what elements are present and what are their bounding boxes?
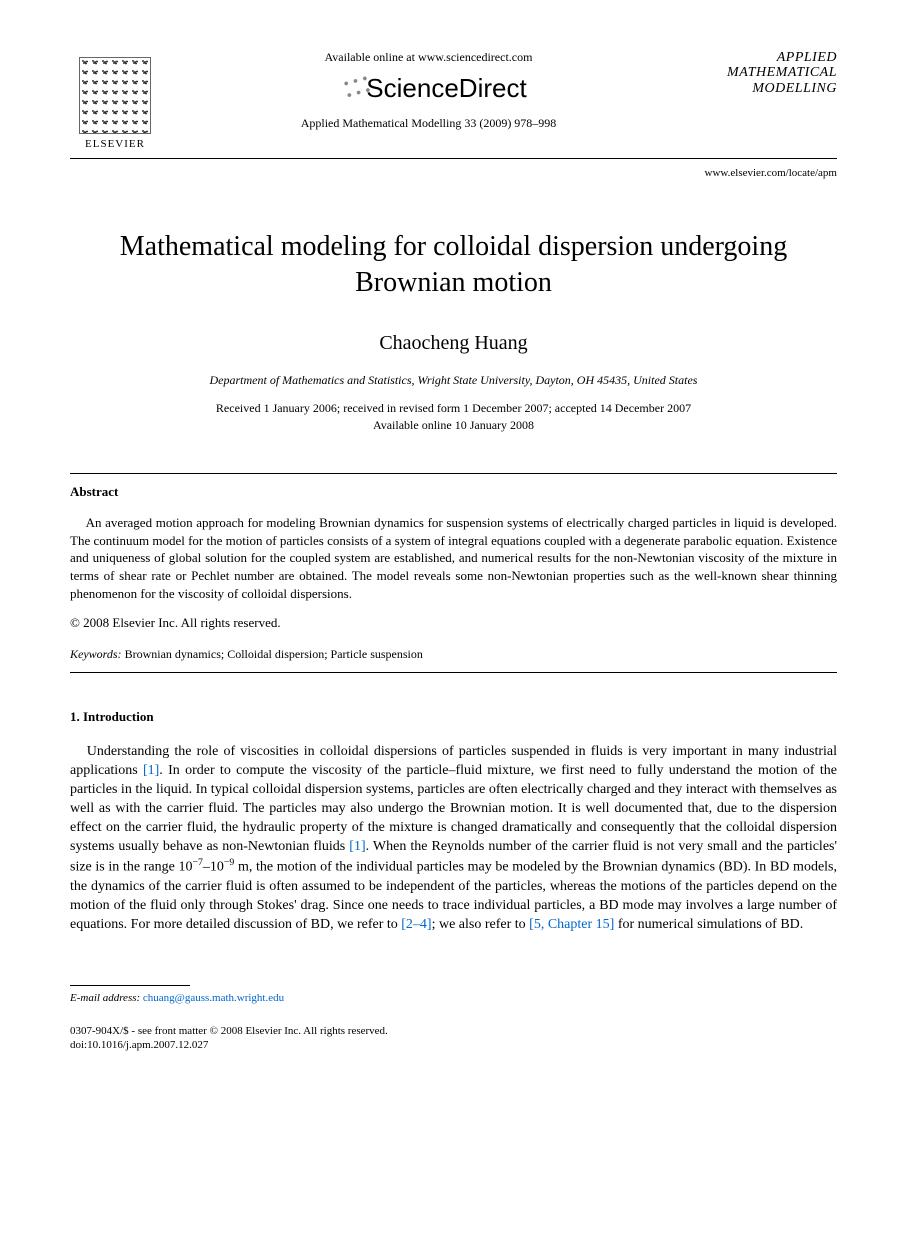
ref-link-5[interactable]: [5, Chapter 15]: [529, 917, 614, 932]
keywords-label: Keywords:: [70, 647, 122, 661]
journal-url[interactable]: www.elsevier.com/locate/apm: [70, 167, 837, 179]
dates-line2: Available online 10 January 2008: [373, 418, 534, 432]
center-header: Available online at www.sciencedirect.co…: [160, 50, 697, 131]
journal-logo-text: APPLIED MATHEMATICAL MODELLING: [697, 50, 837, 96]
keywords-text: Brownian dynamics; Colloidal dispersion;…: [122, 647, 423, 661]
sciencedirect-logo[interactable]: ScienceDirect: [180, 73, 677, 104]
elsevier-logo: ELSEVIER: [70, 50, 160, 150]
divider-top: [70, 473, 837, 474]
section-1-heading: 1. Introduction: [70, 709, 837, 725]
elsevier-label: ELSEVIER: [85, 138, 145, 150]
journal-logo-block: APPLIED MATHEMATICAL MODELLING: [697, 50, 837, 96]
journal-logo-line3: MODELLING: [697, 81, 837, 96]
article-dates: Received 1 January 2006; received in rev…: [70, 400, 837, 434]
dates-line1: Received 1 January 2006; received in rev…: [216, 401, 691, 415]
intro-text-1g: for numerical simulations of BD.: [614, 917, 803, 932]
footnote-label: E-mail address:: [70, 992, 140, 1004]
journal-logo-line1: APPLIED: [697, 50, 837, 65]
header-bar: ELSEVIER Available online at www.science…: [70, 50, 837, 159]
footer-line2: doi:10.1016/j.apm.2007.12.027: [70, 1038, 837, 1052]
footnote-email: E-mail address: chuang@gauss.math.wright…: [70, 992, 837, 1004]
intro-text-1f: ; we also refer to: [432, 917, 530, 932]
sciencedirect-dots-icon: [330, 76, 360, 102]
ref-link-2-4[interactable]: [2–4]: [401, 917, 431, 932]
intro-text-1d: –10: [203, 860, 224, 875]
copyright-text: © 2008 Elsevier Inc. All rights reserved…: [70, 615, 837, 631]
abstract-text: An averaged motion approach for modeling…: [70, 514, 837, 602]
footer-line1: 0307-904X/$ - see front matter © 2008 El…: [70, 1024, 837, 1038]
footnote-separator: [70, 985, 190, 986]
introduction-paragraph: Understanding the role of viscosities in…: [70, 743, 837, 935]
journal-logo-line2: MATHEMATICAL: [697, 65, 837, 80]
elsevier-tree-icon: [79, 57, 151, 134]
author-name: Chaocheng Huang: [70, 332, 837, 355]
email-link[interactable]: chuang@gauss.math.wright.edu: [143, 992, 284, 1004]
keywords-block: Keywords: Brownian dynamics; Colloidal d…: [70, 647, 837, 662]
article-page: ELSEVIER Available online at www.science…: [0, 0, 907, 1092]
author-affiliation: Department of Mathematics and Statistics…: [70, 373, 837, 388]
sciencedirect-text: ScienceDirect: [366, 73, 526, 104]
exponent-1: −7: [192, 857, 202, 868]
ref-link-1[interactable]: [1]: [143, 763, 159, 778]
available-online-text: Available online at www.sciencedirect.co…: [180, 50, 677, 65]
article-title: Mathematical modeling for colloidal disp…: [110, 229, 797, 302]
journal-reference: Applied Mathematical Modelling 33 (2009)…: [180, 116, 677, 131]
page-footer: 0307-904X/$ - see front matter © 2008 El…: [70, 1024, 837, 1053]
divider-bottom: [70, 672, 837, 673]
exponent-2: −9: [224, 857, 234, 868]
ref-link-1b[interactable]: [1]: [349, 839, 365, 854]
abstract-heading: Abstract: [70, 484, 837, 500]
